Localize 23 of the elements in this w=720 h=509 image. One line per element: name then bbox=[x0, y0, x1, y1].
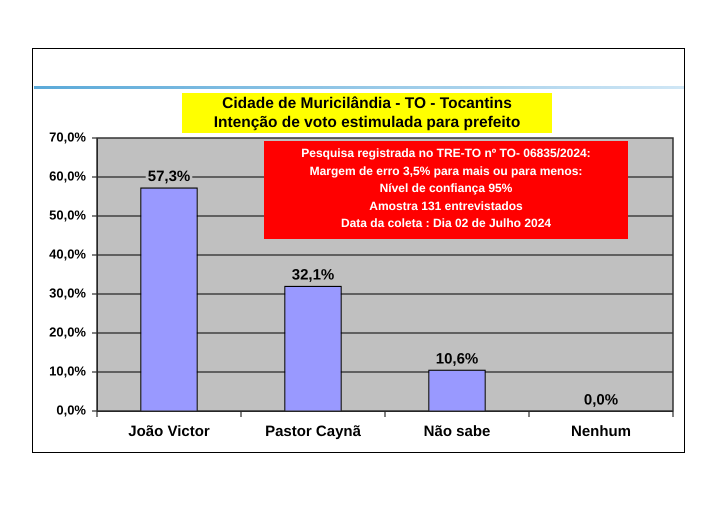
y-tick-label: 40,0% bbox=[49, 246, 86, 262]
x-tick-label: João Victor bbox=[128, 423, 210, 440]
annotation: Amostra 131 entrevistados bbox=[368, 198, 524, 214]
chart-subtitle: Intenção de voto estimulada para prefeito bbox=[212, 113, 522, 132]
x-tick-label: Não sabe bbox=[424, 423, 490, 440]
annotation: Nível de confiança 95% bbox=[378, 180, 514, 197]
y-tick-label: 60,0% bbox=[49, 168, 86, 184]
annotation: Pesquisa registrada no TRE-TO nº TO- 06835/2024: bbox=[300, 145, 592, 162]
data-label: 57,3% bbox=[148, 168, 190, 186]
y-tick-label: 20,0% bbox=[49, 324, 86, 340]
data-label: 10,6% bbox=[436, 350, 478, 368]
data-label: 0,0% bbox=[584, 392, 618, 409]
y-tick-label: 50,0% bbox=[49, 208, 86, 223]
chart-title: Cidade de Muricilândia - TO - Tocantins bbox=[221, 94, 513, 113]
y-tick-label: 0,0% bbox=[56, 402, 86, 418]
y-tick-label: 10,0% bbox=[49, 364, 86, 379]
x-tick-label: Pastor Caynã bbox=[265, 423, 362, 440]
x-tick-label: Nenhum bbox=[571, 423, 631, 440]
data-label: 32,1% bbox=[292, 266, 334, 284]
annotation: Data da coleta : Dia 02 de Julho 2024 bbox=[340, 215, 552, 232]
y-tick-label: 30,0% bbox=[49, 286, 86, 301]
annotation: Margem de erro 3,5% para mais ou para menos: bbox=[308, 162, 584, 180]
y-tick-label: 70,0% bbox=[49, 130, 86, 145]
